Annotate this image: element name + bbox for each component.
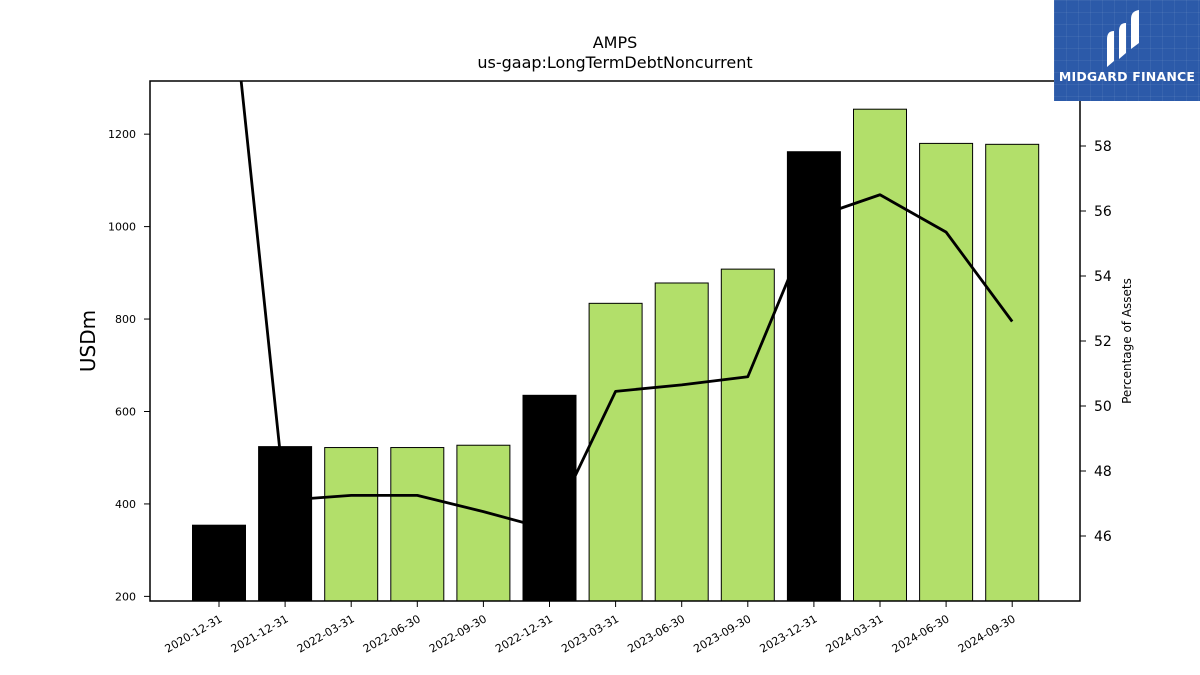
left-axis: 200 400 600 800 1000 1200 <box>108 128 150 603</box>
bar-2023-09-30 <box>720 268 775 602</box>
x-tick-label-2023-12-31: 2023-12-31 <box>758 612 820 655</box>
x-tick-label-2022-12-31: 2022-12-31 <box>493 612 555 655</box>
bar-2024-03-31 <box>853 108 907 602</box>
y-tick-label-200: 200 <box>115 590 136 603</box>
y-tick-label-600: 600 <box>115 405 136 418</box>
bar-2021-12-31 <box>258 446 313 602</box>
bar-2020-12-31 <box>192 524 246 602</box>
y2-tick-label-52: 52 <box>1094 334 1112 350</box>
x-tick-label-2021-12-31: 2021-12-31 <box>229 612 291 655</box>
bar-2023-12-31 <box>786 151 841 602</box>
bar-2022-09-30 <box>456 444 511 602</box>
y2-tick-label-58: 58 <box>1094 139 1112 155</box>
y2-tick-label-48: 48 <box>1094 464 1112 480</box>
bars-group <box>192 108 1040 602</box>
bar-2023-03-31 <box>588 302 643 602</box>
bar-2024-06-30 <box>919 142 974 602</box>
y2-tick-label-54: 54 <box>1094 269 1112 285</box>
y2-axis-label: Percentage of Assets <box>1120 278 1134 404</box>
y-axis-label: USDm <box>76 310 100 372</box>
chart-subtitle: us-gaap:LongTermDebtNoncurrent <box>477 53 752 72</box>
brand-logo: MIDGARD FINANCE <box>1054 0 1200 101</box>
x-tick-label-2024-09-30: 2024-09-30 <box>956 612 1018 655</box>
line-group <box>239 81 1014 531</box>
midgard-logo-icon <box>1107 10 1139 67</box>
y-tick-label-800: 800 <box>115 313 136 326</box>
x-tick-label-2023-03-31: 2023-03-31 <box>559 612 621 655</box>
y2-tick-label-46: 46 <box>1094 529 1112 545</box>
y-tick-label-1200: 1200 <box>108 128 136 141</box>
bar-2023-06-30 <box>654 282 709 602</box>
x-tick-label-2020-12-31: 2020-12-31 <box>163 612 225 655</box>
x-tick-label-2022-09-30: 2022-09-30 <box>427 612 489 655</box>
x-tick-label-2024-03-31: 2024-03-31 <box>824 612 886 655</box>
x-axis: 2020-12-31 2021-12-31 2022-03-31 2022-06-30… <box>163 601 1018 656</box>
y2-tick-label-50: 50 <box>1094 399 1112 415</box>
bar-2022-12-31 <box>522 394 577 602</box>
y-tick-label-1000: 1000 <box>108 221 136 234</box>
right-axis: 46 48 50 52 54 56 58 <box>1080 139 1112 545</box>
x-tick-label-2022-03-31: 2022-03-31 <box>295 612 357 655</box>
brand-logo-text: MIDGARD FINANCE <box>1058 69 1196 84</box>
chart-title: AMPS <box>593 33 638 52</box>
bar-2022-06-30 <box>390 447 445 602</box>
x-tick-label-2023-06-30: 2023-06-30 <box>625 612 687 655</box>
x-tick-label-2023-09-30: 2023-09-30 <box>691 612 753 655</box>
x-tick-label-2022-06-30: 2022-06-30 <box>361 612 423 655</box>
bar-2024-09-30 <box>985 143 1040 602</box>
bar-2022-03-31 <box>324 447 379 602</box>
y2-tick-label-56: 56 <box>1094 204 1112 220</box>
y-tick-label-400: 400 <box>115 498 136 511</box>
line-series-percentage-of-assets <box>239 81 1014 531</box>
x-tick-label-2024-06-30: 2024-06-30 <box>890 612 952 655</box>
